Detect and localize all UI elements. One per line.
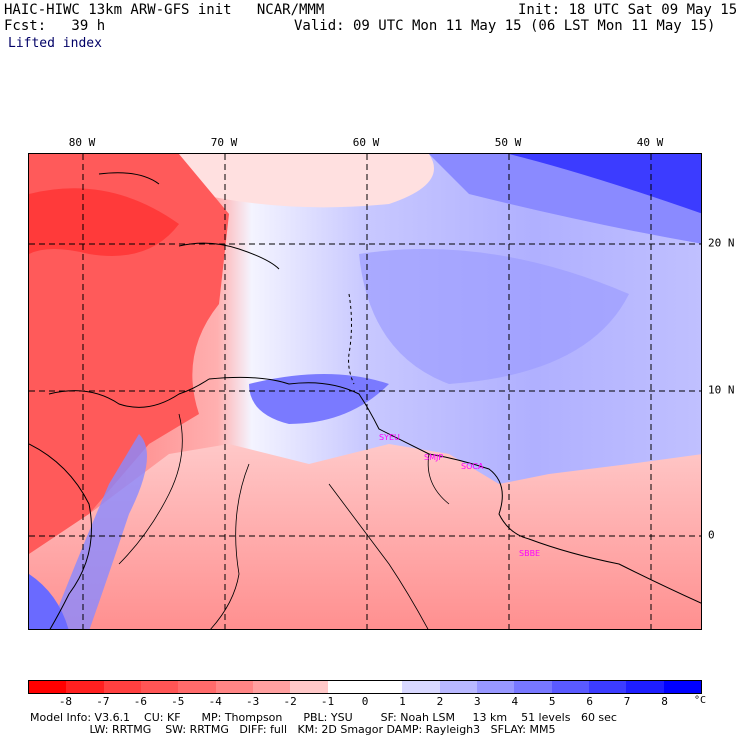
- colorbar-tick-label: 7: [623, 695, 631, 708]
- coastlines: [29, 172, 701, 629]
- colorbar-tick-label: -4: [208, 695, 222, 708]
- field-name: Lifted index: [8, 36, 102, 51]
- colorbar-swatch: [252, 681, 291, 693]
- lon-label-50w: 50 W: [494, 136, 522, 149]
- latlon-grid: [29, 154, 701, 629]
- lat-label-0: 0: [708, 528, 715, 542]
- station-soca: SOCA: [461, 462, 484, 471]
- colorbar-tick-label: 2: [436, 695, 444, 708]
- colorbar-tick-label: 3: [474, 695, 481, 708]
- colorbar-swatch: [215, 681, 253, 693]
- colorbar: [28, 680, 702, 694]
- colorbar-tick-label: 5: [548, 695, 556, 708]
- colorbar-swatch: [514, 681, 552, 693]
- blue-pacific-corner: [29, 574, 69, 629]
- lon-label-60w: 60 W: [352, 136, 380, 149]
- colorbar-swatch: [551, 681, 589, 693]
- colorbar-swatch: [66, 681, 104, 693]
- colorbar-tick-label: -1: [320, 695, 335, 708]
- lifted-index-map: SYEU SMJP SOCA SBBE: [29, 154, 701, 629]
- model-info-line1: Model Info: V3.6.1 CU: KF MP: Thompson P…: [30, 711, 617, 724]
- map-panel: SYEU SMJP SOCA SBBE: [28, 153, 702, 630]
- station-sbbe: SBBE: [519, 549, 540, 558]
- station-smjp: SMJP: [424, 453, 443, 462]
- colorbar-tick-label: -7: [96, 695, 110, 708]
- colorbar-swatch: [140, 681, 179, 693]
- colorbar-tick-label: 8: [661, 695, 668, 708]
- colorbar-tick-label: 0: [361, 695, 369, 708]
- colorbar-swatch: [402, 681, 440, 693]
- init-time: Init: 18 UTC Sat 09 May 15: [518, 2, 738, 18]
- colorbar-swatch: [439, 681, 477, 693]
- colorbar-tick-label: -5: [171, 695, 185, 708]
- lon-label-70w: 70 W: [210, 136, 238, 149]
- header-title: HAIC-HIWC 13km ARW-GFS init NCAR/MMM: [4, 2, 325, 18]
- blue-andes-strip: [49, 434, 147, 629]
- colorbar-unit: °C: [694, 695, 707, 706]
- lat-label-20n: 20 N: [708, 236, 735, 250]
- red-caribbean: [29, 154, 229, 554]
- colorbar-swatch: [626, 681, 664, 693]
- colorbar-swatch: [364, 681, 403, 693]
- colorbar-tick-label: -2: [283, 695, 297, 708]
- colorbar-tick-label: 6: [586, 695, 593, 708]
- colorbar-swatch: [290, 681, 328, 693]
- lon-label-40w: 40 W: [636, 136, 664, 149]
- colorbar-tick-label: -3: [246, 695, 260, 708]
- colorbar-tick-label: 4: [511, 695, 519, 708]
- colorbar-swatch: [476, 681, 515, 693]
- blue-core-atlantic: [359, 249, 629, 384]
- lat-label-10n: 10 N: [708, 383, 735, 397]
- colorbar-tick-label: -8: [58, 695, 73, 708]
- station-syeu: SYEU: [379, 433, 400, 442]
- colorbar-swatch: [327, 681, 365, 693]
- colorbar-tick-label: 1: [399, 695, 406, 708]
- blue-core-central: [249, 374, 389, 424]
- colorbar-swatch: [663, 681, 701, 693]
- light-band-north: [179, 154, 434, 208]
- colorbar-swatch: [29, 681, 67, 693]
- lon-label-80w: 80 W: [68, 136, 96, 149]
- colorbar-swatch: [588, 681, 627, 693]
- valid-time: Valid: 09 UTC Mon 11 May 15 (06 LST Mon …: [294, 18, 716, 34]
- red-max-area: [29, 188, 179, 256]
- blue-band: [429, 154, 701, 244]
- colorbar-tick-label: -6: [133, 695, 147, 708]
- model-info-line2: LW: RRTMG SW: RRTMG DIFF: full KM: 2D Sm…: [30, 723, 556, 736]
- forecast-hour: Fcst: 39 h: [4, 18, 106, 34]
- colorbar-swatch: [103, 681, 141, 693]
- country-borders: [118, 413, 450, 629]
- colorbar-swatch: [178, 681, 216, 693]
